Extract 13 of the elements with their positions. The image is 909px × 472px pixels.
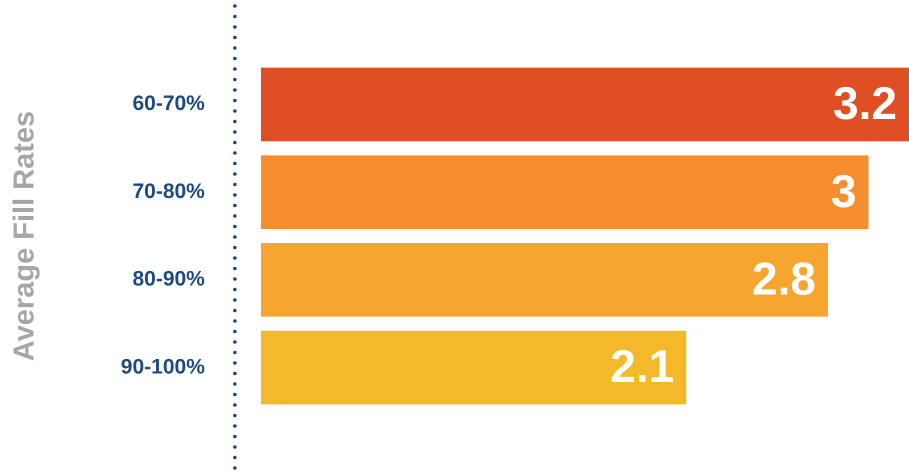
data-label: 3.2 <box>833 77 897 130</box>
bar <box>260 243 828 317</box>
data-label: 2.8 <box>752 252 816 305</box>
y-tick-label: 90-100% <box>120 355 206 378</box>
bar <box>260 68 909 142</box>
y-tick-label: 70-80% <box>132 180 206 203</box>
y-axis-title: Average Fill Rates <box>8 110 40 362</box>
data-label: 2.1 <box>610 340 674 392</box>
data-label: 3 <box>830 164 856 217</box>
bar <box>260 155 868 229</box>
y-tick-label: 60-70% <box>132 92 206 116</box>
y-tick-label: 80-90% <box>132 268 206 291</box>
bar <box>260 330 686 404</box>
